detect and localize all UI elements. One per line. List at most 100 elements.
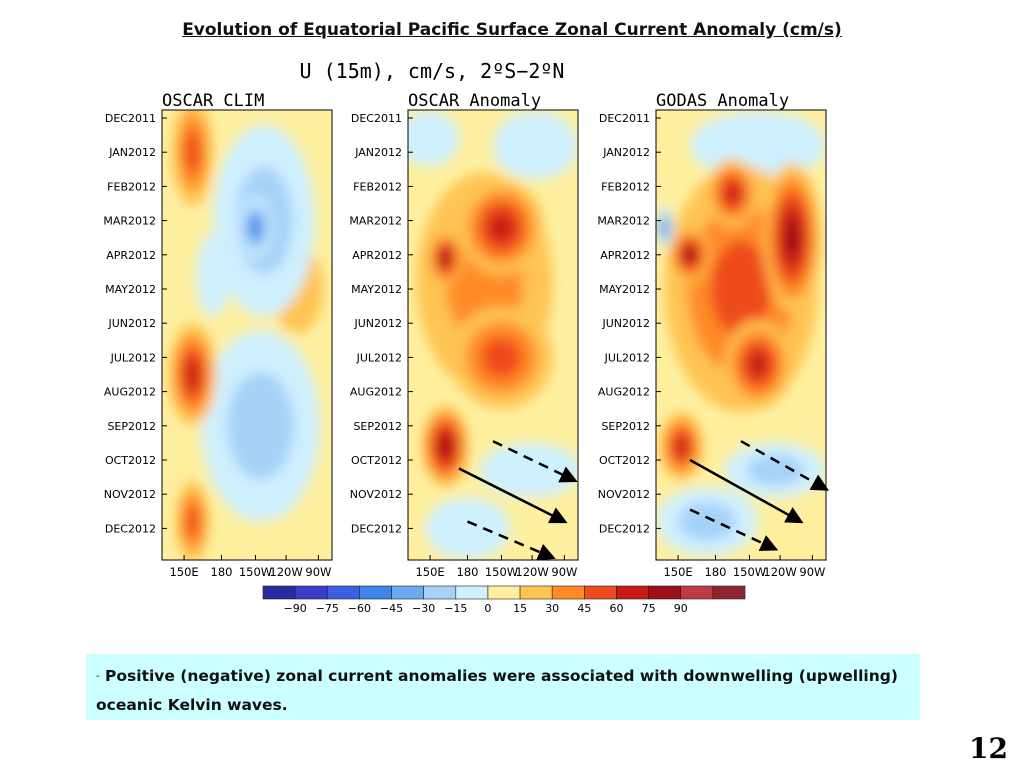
colorbar-swatch — [680, 585, 714, 600]
field-feature — [674, 435, 689, 457]
y-tick-label: SEP2012 — [601, 420, 650, 433]
field-feature — [425, 497, 510, 560]
field-feature — [441, 251, 450, 265]
kelvin-wave-arrow-solid — [689, 458, 804, 524]
x-tick-label: 180 — [211, 565, 233, 579]
panel-title: OSCAR CLIM — [162, 91, 264, 111]
field-feature — [661, 221, 668, 234]
note-box: - Positive (negative) zonal current anom… — [86, 654, 920, 720]
colorbar-label: −75 — [316, 602, 339, 615]
field-feature — [710, 240, 772, 338]
colorbar-swatch — [648, 585, 682, 600]
colorbar-swatch — [616, 585, 649, 600]
y-tick-label: JUN2012 — [353, 317, 402, 330]
colorbar-label: −60 — [348, 602, 371, 615]
colorbar-swatch — [487, 585, 521, 600]
colorbar: −90 −75 −60 −45 −30 −15 0 15 30 45 60 75 90 — [262, 585, 746, 615]
x-tick-label: 120W — [763, 565, 796, 579]
colorbar-swatch — [423, 585, 457, 600]
y-tick-label: OCT2012 — [599, 454, 650, 467]
x-tick-label: 150E — [663, 565, 692, 579]
y-tick-label: NOV2012 — [104, 488, 156, 501]
colorbar-label: 90 — [674, 602, 688, 615]
panel-title: OSCAR Anomaly — [408, 91, 541, 111]
y-tick-label: SEP2012 — [353, 420, 402, 433]
kelvin-wave-arrow-dashed — [492, 440, 578, 483]
note-text: Positive (negative) zonal current anomal… — [96, 667, 898, 714]
field-feature — [439, 436, 452, 457]
figure: U (15m), cm/s, 2ºS−2ºN OSCAR CLIM DEC2011… — [103, 59, 830, 615]
colorbar-label: 45 — [577, 602, 591, 615]
colorbar-label: −30 — [412, 602, 435, 615]
field-feature — [747, 350, 769, 378]
field-feature — [493, 111, 578, 180]
y-tick-label: APR2012 — [352, 249, 402, 262]
slide-title: Evolution of Equatorial Pacific Surface … — [182, 20, 842, 40]
x-tick-label: 90W — [551, 565, 577, 579]
y-tick-label: JUN2012 — [601, 317, 650, 330]
colorbar-swatch — [326, 585, 360, 600]
y-tick-label: JUL2012 — [356, 351, 402, 364]
y-tick-label: APR2012 — [600, 249, 650, 262]
x-tick-label: 150W — [239, 565, 272, 579]
colorbar-label: −15 — [444, 602, 467, 615]
colorbar-swatch — [262, 585, 296, 600]
x-tick-label: 180 — [705, 565, 727, 579]
field-feature — [746, 454, 804, 486]
y-tick-label: MAY2012 — [105, 283, 156, 296]
y-tick-label: OCT2012 — [105, 454, 156, 467]
kelvin-wave-arrow-dashed — [467, 520, 556, 561]
y-tick-label: MAR2012 — [597, 215, 650, 228]
x-tick-label: 150W — [485, 565, 518, 579]
field-feature — [185, 358, 200, 391]
y-tick-label: FEB2012 — [353, 180, 402, 193]
y-tick-label: DEC2012 — [351, 522, 402, 535]
y-tick-label: MAR2012 — [103, 215, 156, 228]
colorbar-label: 75 — [642, 602, 656, 615]
x-tick-label: 120W — [515, 565, 548, 579]
y-tick-label: MAY2012 — [599, 283, 650, 296]
field-feature — [184, 130, 201, 174]
y-tick-label: MAR2012 — [349, 215, 402, 228]
colorbar-label: 15 — [513, 602, 527, 615]
panel-3: GODAS Anomaly DEC2011 JAN2012 FEB2012 MAR201… — [597, 91, 830, 579]
y-tick-label: AUG2012 — [104, 386, 156, 399]
y-tick-label: AUG2012 — [598, 386, 650, 399]
y-tick-label: JAN2012 — [354, 146, 402, 159]
y-tick-label: JUN2012 — [107, 317, 156, 330]
field-feature — [488, 212, 515, 242]
colorbar-swatch — [294, 585, 328, 600]
y-tick-label: MAY2012 — [351, 283, 402, 296]
y-tick-label: OCT2012 — [351, 454, 402, 467]
x-tick-label: 150E — [415, 565, 444, 579]
y-tick-label: JAN2012 — [108, 146, 156, 159]
kelvin-wave-arrow-solid — [458, 467, 568, 524]
colorbar-swatch — [551, 585, 585, 600]
panel-frame — [407, 109, 579, 561]
colorbar-swatch — [712, 585, 746, 600]
field-feature — [684, 248, 696, 262]
y-tick-label: JAN2012 — [602, 146, 650, 159]
colorbar-swatch — [584, 585, 617, 600]
field-feature — [678, 502, 736, 541]
panel-frame — [655, 109, 827, 561]
colorbar-swatch — [455, 585, 489, 600]
x-tick-label: 90W — [799, 565, 825, 579]
x-tick-label: 90W — [305, 565, 331, 579]
colorbar-label: 60 — [609, 602, 623, 615]
field-feature — [784, 219, 800, 257]
colorbar-swatch — [519, 585, 553, 600]
colorbar-label: −90 — [284, 602, 307, 615]
field-feature — [185, 505, 200, 538]
y-tick-label: DEC2011 — [351, 112, 402, 125]
y-tick-label: DEC2012 — [105, 522, 156, 535]
y-tick-label: JUL2012 — [110, 351, 156, 364]
field-feature — [408, 111, 459, 166]
x-tick-label: 180 — [457, 565, 479, 579]
field-feature — [250, 218, 261, 237]
field-feature — [481, 337, 522, 378]
panel-1: OSCAR CLIM DEC2011 JAN2012 FEB2012 MAR2012 AP… — [103, 91, 333, 579]
y-tick-label: NOV2012 — [350, 488, 402, 501]
field-feature — [226, 371, 295, 480]
panel-title: GODAS Anomaly — [656, 91, 789, 111]
